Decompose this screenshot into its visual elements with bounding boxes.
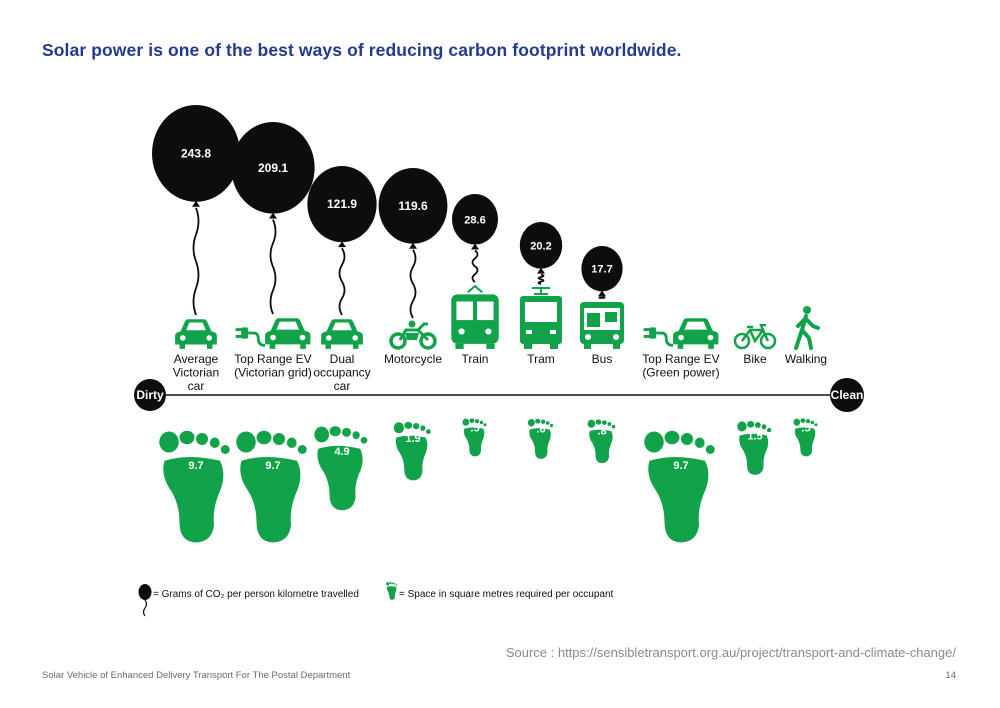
balloon-icon [378,168,448,244]
legend-space-text: = Space in square metres required per oc… [399,589,614,600]
space-footprint: .5 [793,418,818,457]
co2-value-label: 209.1 [258,161,288,175]
balloon-icon [452,194,498,245]
space-footprint: 4.9 [314,426,368,511]
balloon-knot [269,212,277,219]
space-value-label: 4.9 [334,446,349,458]
space-value-label: 9.7 [265,460,280,472]
clean-marker [830,378,864,412]
tram-icon [519,287,563,350]
footprint-icon [737,421,772,475]
co2-balloon: 17.7 [581,246,623,299]
category-label: Train [462,352,489,366]
clean-label: Clean [831,388,864,402]
co2-value-label: 119.6 [398,199,428,213]
category-label: Top Range EV (Green power) [642,352,719,380]
space-footprint: 9.7 [644,430,715,543]
balloon-knot [598,290,606,297]
category-label: Walking [785,352,827,366]
space-footprint: .6 [527,418,554,459]
co2-balloon: 243.8 [152,104,240,316]
balloon-string [598,296,606,299]
co2-balloon: 209.1 [231,122,315,315]
page-title: Solar power is one of the best ways of r… [42,40,682,60]
balloon-knot [471,243,479,250]
balloon-string [537,273,545,285]
balloon-knot [409,242,417,249]
space-footprint: 9.7 [159,430,230,543]
balloon-icon [152,104,240,202]
category-label: Average Victorian car [173,352,219,393]
co2-value-label: 243.8 [181,146,211,160]
space-value-label: .5 [801,422,810,434]
page-number: 14 [945,670,956,681]
bus-icon [580,302,624,349]
source-citation: Source : https://sensibletransport.org.a… [505,645,956,660]
category-label: Bike [743,352,767,366]
space-value-label: 9.7 [673,460,688,472]
balloon-knot [537,267,545,274]
category-label: Top Range EV (Victorian grid) [234,352,312,380]
category-label: Bus [592,352,613,366]
co2-value-label: 20.2 [530,240,551,252]
footprint-icon [236,430,307,543]
balloon-string [269,219,277,315]
car-icon [175,319,217,349]
balloon-string [192,207,200,316]
co2-value-label: 17.7 [591,264,612,276]
balloon-string [142,599,148,617]
space-value-label: .8 [597,425,606,437]
footer-document-title: Solar Vehicle of Enhanced Delivery Trans… [42,670,351,681]
dirty-label: Dirty [136,388,164,402]
legend-space: = Space in square metres required per oc… [386,582,614,600]
category-label: Tram [527,352,555,366]
balloon-knot [338,241,346,248]
footprint-icon [644,430,715,543]
co2-balloon: 28.6 [452,194,498,283]
space-footprint: .5 [462,418,487,457]
bike-icon [733,324,777,350]
footprint-icon [314,426,368,511]
legend-co2-text: = Grams of CO₂ per person kilometre trav… [153,589,359,600]
balloon-icon [519,222,563,269]
dirty-marker [134,379,166,411]
co2-value-label: 28.6 [464,214,485,226]
space-value-label: 1.5 [747,430,762,442]
balloon-knot [192,200,200,207]
footprint-icon [386,582,398,600]
balloon-icon [231,122,315,214]
co2-value-label: 121.9 [327,197,357,211]
space-footprint: 9.7 [236,430,307,543]
space-value-label: 9.7 [188,460,203,472]
space-footprint: .8 [587,419,616,464]
balloon-string [471,249,479,283]
footprint-icon [159,430,230,543]
co2-balloon: 121.9 [307,166,377,316]
co2-balloon: 20.2 [519,222,563,285]
space-footprint: 1.9 [393,421,431,481]
space-value-label: .6 [536,423,545,435]
space-value-label: .5 [470,422,479,434]
co2-balloon: 119.6 [378,168,448,319]
legend-co2: = Grams of CO₂ per person kilometre trav… [138,584,359,617]
car-icon [321,319,363,349]
space-value-label: 1.9 [405,433,420,445]
balloon-string [409,249,417,319]
category-label: Motorcycle [384,352,442,366]
footprint-icon [393,421,431,481]
motorcycle-icon [389,320,437,350]
ev-car-icon [642,316,720,350]
space-footprint: 1.5 [737,421,772,475]
train-icon [450,285,500,350]
balloon-icon [307,166,377,243]
balloon-string [338,247,346,316]
walking-icon [794,306,820,350]
category-label: Dual occupancy car [313,352,370,393]
ev-car-icon [234,316,312,350]
balloon-icon [581,246,623,292]
balloon-icon [138,584,152,600]
